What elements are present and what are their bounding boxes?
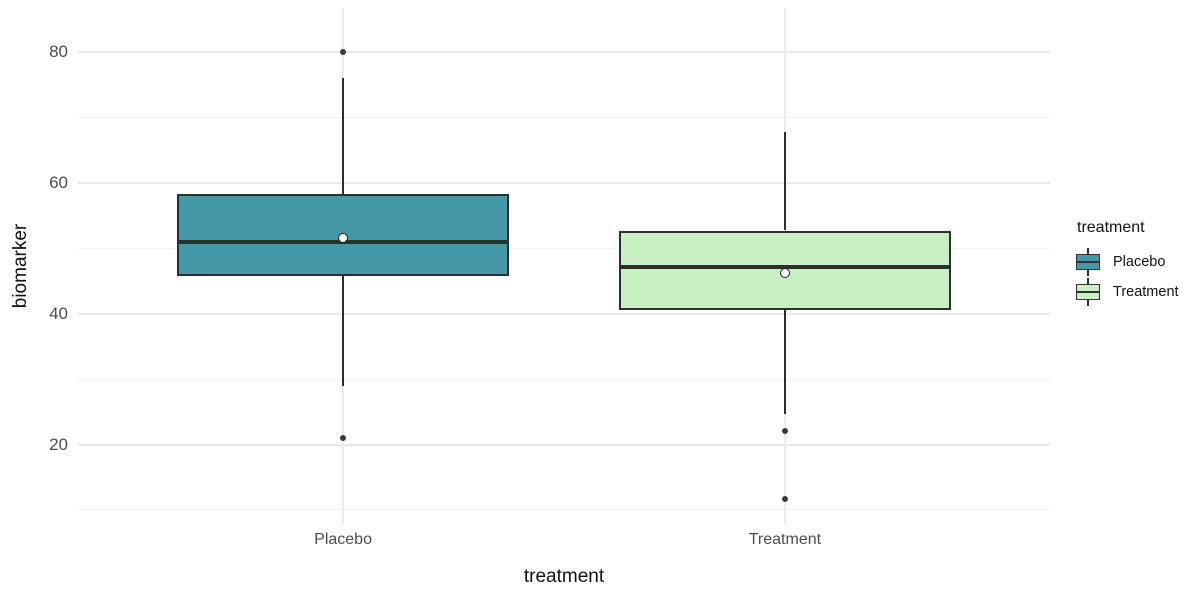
gridline-y-minor-10: [78, 509, 1050, 511]
legend-label-treatment: Treatment: [1113, 284, 1179, 300]
legend-key-placebo-icon: [1076, 248, 1100, 276]
legend-entry-placebo: Placebo: [1076, 248, 1179, 276]
y-tick-label-80: 80: [49, 41, 68, 61]
whisker-lower-placebo: [342, 276, 345, 386]
legend-entry-treatment: Treatment: [1076, 278, 1179, 306]
whisker-upper-placebo: [342, 78, 345, 194]
legend-key-median-line: [1076, 291, 1100, 293]
outlier-point-treatment-0: [781, 428, 788, 435]
gridline-y-minor-50: [78, 247, 1050, 249]
x-tick-label-treatment: Treatment: [748, 531, 822, 548]
y-tick-label-20: 20: [49, 434, 68, 454]
outlier-point-placebo-0: [340, 48, 347, 55]
outlier-point-treatment-1: [781, 495, 788, 502]
y-tick-label-40: 40: [49, 303, 68, 323]
legend-label-placebo: Placebo: [1113, 254, 1166, 270]
gridline-y-20: [78, 443, 1050, 446]
whisker-upper-treatment: [783, 131, 786, 231]
plot-panel: [78, 8, 1050, 525]
gridline-y-60: [78, 181, 1050, 184]
y-axis-title: biomarker: [10, 223, 31, 309]
gridline-y-minor-30: [78, 378, 1050, 380]
mean-point-treatment: [779, 268, 790, 279]
legend: treatment Placebo Treatment: [1076, 219, 1179, 308]
y-tick-label-60: 60: [49, 172, 68, 192]
whisker-lower-treatment: [783, 309, 786, 414]
outlier-point-placebo-1: [340, 434, 347, 441]
mean-point-placebo: [338, 232, 349, 243]
x-tick-label-placebo: Placebo: [314, 531, 372, 548]
legend-title: treatment: [1077, 219, 1145, 236]
gridline-y-minor-70: [78, 116, 1050, 118]
legend-entries: Placebo Treatment: [1076, 248, 1179, 306]
x-axis-title: treatment: [523, 566, 605, 587]
gridline-y-80: [78, 50, 1050, 53]
legend-key-median-line: [1076, 261, 1100, 263]
legend-key-treatment-icon: [1076, 278, 1100, 306]
gridline-y-40: [78, 312, 1050, 315]
median-treatment: [621, 265, 949, 270]
